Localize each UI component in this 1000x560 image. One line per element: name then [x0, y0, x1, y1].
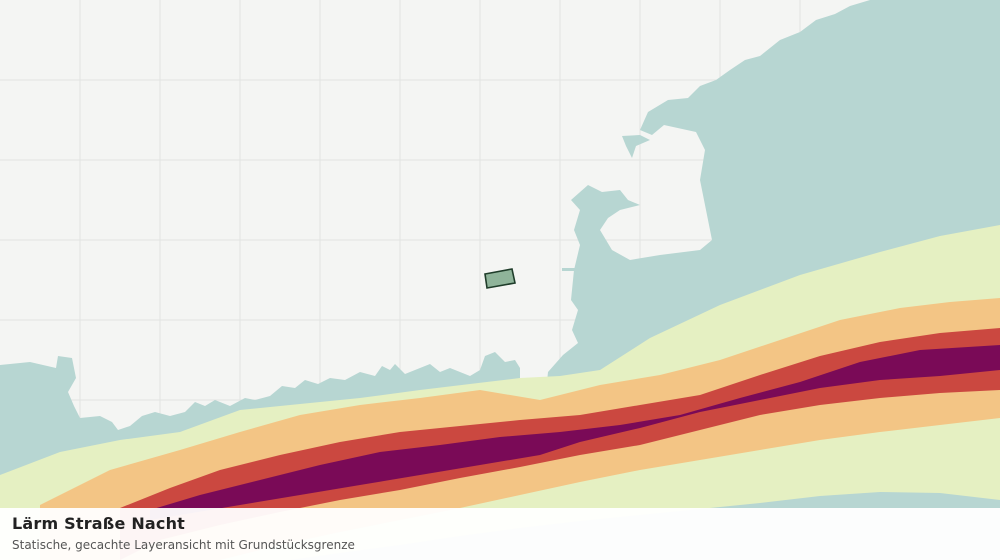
noise-band-4 [150, 345, 1000, 520]
no-data-islet [622, 135, 650, 158]
no-data-islet-small [562, 268, 576, 271]
legend-title: Lärm Straße Nacht [12, 514, 186, 533]
parcel-boundary[interactable] [484, 268, 516, 289]
legend-subtitle: Statische, gecachte Layeransicht mit Gru… [12, 538, 355, 552]
map-legend: Lärm Straße Nacht Statische, gecachte La… [0, 508, 1000, 560]
